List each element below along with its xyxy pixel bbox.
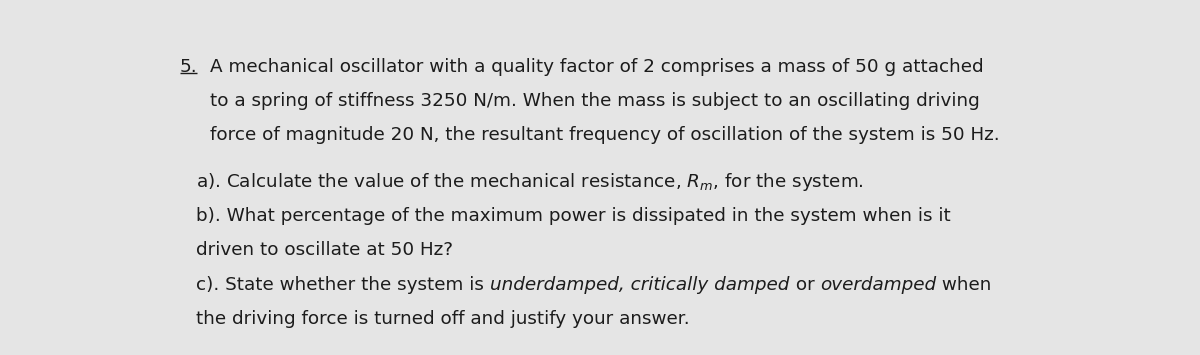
Text: to a spring of stiffness 3250 N/m. When the mass is subject to an oscillating dr: to a spring of stiffness 3250 N/m. When … [210,92,980,110]
Text: 5.: 5. [180,58,197,76]
Text: overdamped: overdamped [821,276,936,294]
Text: or: or [790,276,821,294]
Text: b). What percentage of the maximum power is dissipated in the system when is it: b). What percentage of the maximum power… [197,207,952,225]
Text: A mechanical oscillator with a quality factor of 2 comprises a mass of 50 g atta: A mechanical oscillator with a quality f… [210,58,984,76]
Text: force of magnitude 20 N, the resultant frequency of oscillation of the system is: force of magnitude 20 N, the resultant f… [210,126,1000,144]
Text: underdamped, critically damped: underdamped, critically damped [491,276,790,294]
Text: a). Calculate the value of the mechanical resistance, $R_m$, for the system.: a). Calculate the value of the mechanica… [197,171,864,193]
Text: c). State whether the system is: c). State whether the system is [197,276,491,294]
Text: when: when [936,276,991,294]
Text: the driving force is turned off and justify your answer.: the driving force is turned off and just… [197,311,690,328]
Text: driven to oscillate at 50 Hz?: driven to oscillate at 50 Hz? [197,241,454,259]
